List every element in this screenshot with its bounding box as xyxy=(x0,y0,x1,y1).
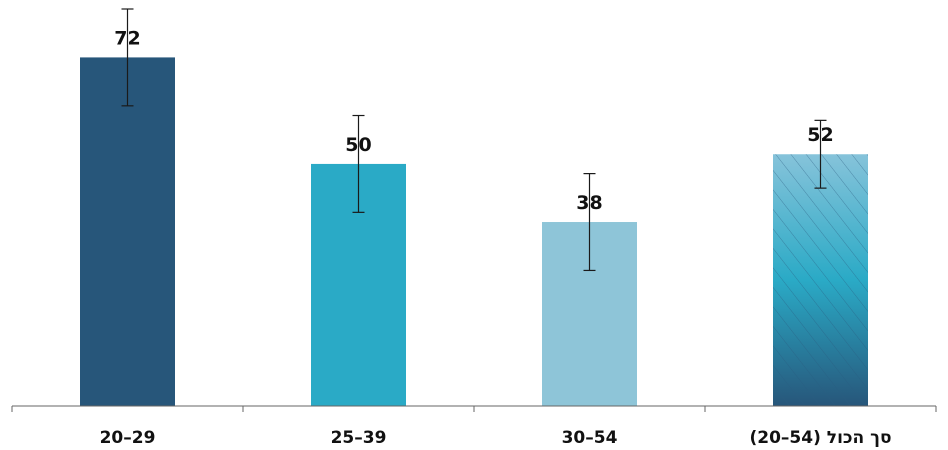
bar-total-hatch xyxy=(773,154,868,406)
x-tick-label-4: סך הכול (54–20) xyxy=(749,428,891,448)
x-tick-label-3: 54–30 xyxy=(562,428,618,448)
error-bar-1 xyxy=(121,8,134,107)
error-bars-layer xyxy=(121,8,827,272)
bar-1 xyxy=(80,57,175,406)
data-label-4: 52 xyxy=(807,124,833,146)
error-bar-4 xyxy=(814,119,827,189)
bar-total xyxy=(773,154,868,406)
data-labels-layer: 72 50 38 52 xyxy=(114,27,833,214)
x-tick-label-2: 39–25 xyxy=(331,428,387,448)
error-bar-2 xyxy=(352,114,365,213)
error-bar-3 xyxy=(583,173,596,272)
x-tick-label-1: 29–20 xyxy=(100,428,156,448)
data-label-2: 50 xyxy=(345,134,371,156)
data-label-3: 38 xyxy=(576,192,602,214)
data-label-1: 72 xyxy=(114,27,140,49)
x-axis: 29–20 39–25 54–30 סך הכול (54–20) xyxy=(11,405,937,448)
bars-layer xyxy=(80,57,868,406)
